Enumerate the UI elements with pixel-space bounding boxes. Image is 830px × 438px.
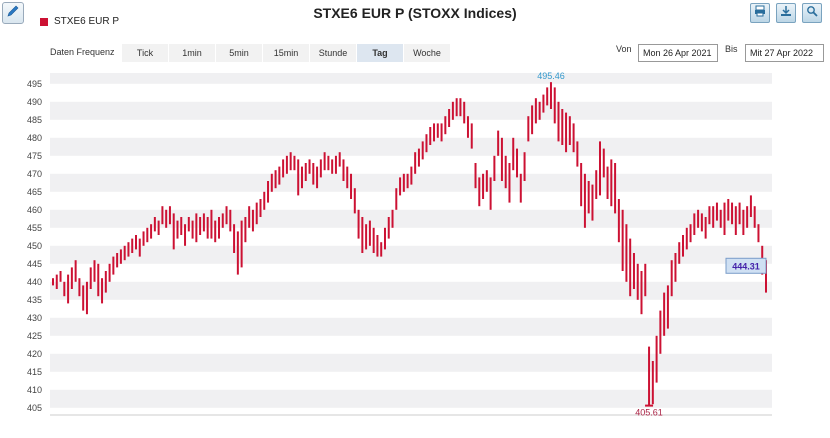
download-icon xyxy=(780,4,792,22)
y-tick-label: 475 xyxy=(27,151,42,161)
to-label: Bis xyxy=(725,44,738,54)
legend: STXE6 EUR P xyxy=(40,16,119,27)
from-label: Von xyxy=(616,44,632,54)
y-tick-label: 425 xyxy=(27,331,42,341)
y-tick-label: 430 xyxy=(27,313,42,323)
grid-band xyxy=(50,281,772,300)
max-annotation: 495.46 xyxy=(537,71,565,81)
min-annotation: 405.61 xyxy=(635,408,663,418)
tab-5min[interactable]: 5min xyxy=(216,44,263,62)
zoom-button[interactable] xyxy=(802,3,822,23)
last-value-tag xyxy=(725,257,767,274)
tab-1min[interactable]: 1min xyxy=(169,44,216,62)
y-tick-label: 415 xyxy=(27,367,42,377)
grid-band xyxy=(50,73,772,84)
grid-band xyxy=(50,245,772,264)
frequency-label: Daten Frequenz xyxy=(50,47,115,57)
tab-stunde[interactable]: Stunde xyxy=(310,44,357,62)
grid-band xyxy=(50,101,772,120)
y-tick-label: 450 xyxy=(27,241,42,251)
y-tick-label: 420 xyxy=(27,349,42,359)
grid-band xyxy=(50,353,772,372)
tab-15min[interactable]: 15min xyxy=(263,44,310,62)
pencil-icon xyxy=(6,4,20,23)
from-date-input[interactable]: Mon 26 Apr 2021 xyxy=(638,44,718,62)
y-tick-label: 435 xyxy=(27,295,42,305)
chart-title: STXE6 EUR P (STOXX Indices) xyxy=(313,5,517,21)
y-tick-label: 440 xyxy=(27,277,42,287)
print-icon xyxy=(754,4,766,22)
grid-band xyxy=(50,137,772,156)
zoom-icon xyxy=(806,4,818,22)
tab-tick[interactable]: Tick xyxy=(122,44,169,62)
to-date-input[interactable]: Mit 27 Apr 2022 xyxy=(745,44,824,62)
y-tick-label: 405 xyxy=(27,403,42,413)
frequency-tabs: Tick 1min 5min 15min Stunde Tag Woche xyxy=(122,44,451,62)
y-tick-label: 470 xyxy=(27,169,42,179)
download-button[interactable] xyxy=(776,3,796,23)
legend-label: STXE6 EUR P xyxy=(54,16,120,27)
grid-band xyxy=(50,389,772,408)
y-tick-label: 465 xyxy=(27,187,42,197)
edit-button[interactable] xyxy=(2,2,24,24)
grid-band xyxy=(50,317,772,336)
y-tick-label: 495 xyxy=(27,79,42,89)
y-tick-label: 445 xyxy=(27,259,42,269)
tab-tag[interactable]: Tag xyxy=(357,44,404,62)
y-tick-label: 485 xyxy=(27,115,42,125)
tab-woche[interactable]: Woche xyxy=(404,44,451,62)
print-button[interactable] xyxy=(750,3,770,23)
y-tick-label: 455 xyxy=(27,223,42,233)
y-tick-label: 460 xyxy=(27,205,42,215)
toolbar xyxy=(750,3,822,23)
last-value-label: 444.31 xyxy=(732,261,760,271)
y-tick-label: 410 xyxy=(27,385,42,395)
legend-swatch xyxy=(40,17,48,26)
y-tick-label: 480 xyxy=(27,133,42,143)
y-tick-label: 490 xyxy=(27,97,42,107)
